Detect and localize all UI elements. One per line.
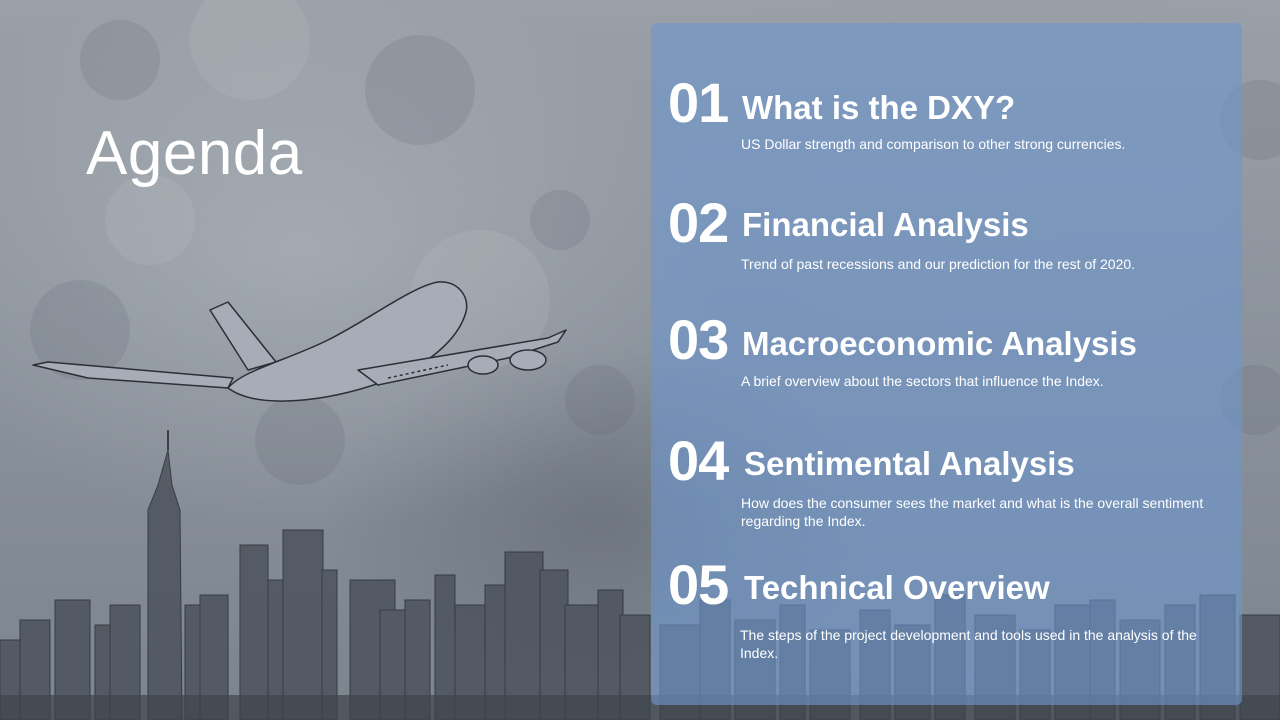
airplane-sketch — [32, 281, 567, 402]
item-heading: Financial Analysis — [742, 206, 1029, 243]
item-description: A brief overview about the sectors that … — [741, 373, 1104, 389]
item-description: Trend of past recessions and our predict… — [741, 256, 1136, 272]
item-number: 03 — [668, 308, 729, 371]
item-number: 02 — [668, 191, 729, 254]
item-number: 04 — [668, 429, 729, 492]
item-heading: Macroeconomic Analysis — [742, 325, 1137, 362]
item-description: How does the consumer sees the market an… — [741, 495, 1204, 529]
item-number: 01 — [668, 71, 729, 134]
item-description: The steps of the project development and… — [740, 627, 1197, 661]
item-heading: What is the DXY? — [742, 89, 1016, 126]
item-heading: Technical Overview — [744, 569, 1050, 606]
item-number: 05 — [668, 553, 729, 616]
slide-title: Agenda — [86, 119, 303, 188]
item-description: US Dollar strength and comparison to oth… — [741, 136, 1126, 152]
item-heading: Sentimental Analysis — [744, 445, 1075, 482]
agenda-panel — [651, 23, 1242, 705]
